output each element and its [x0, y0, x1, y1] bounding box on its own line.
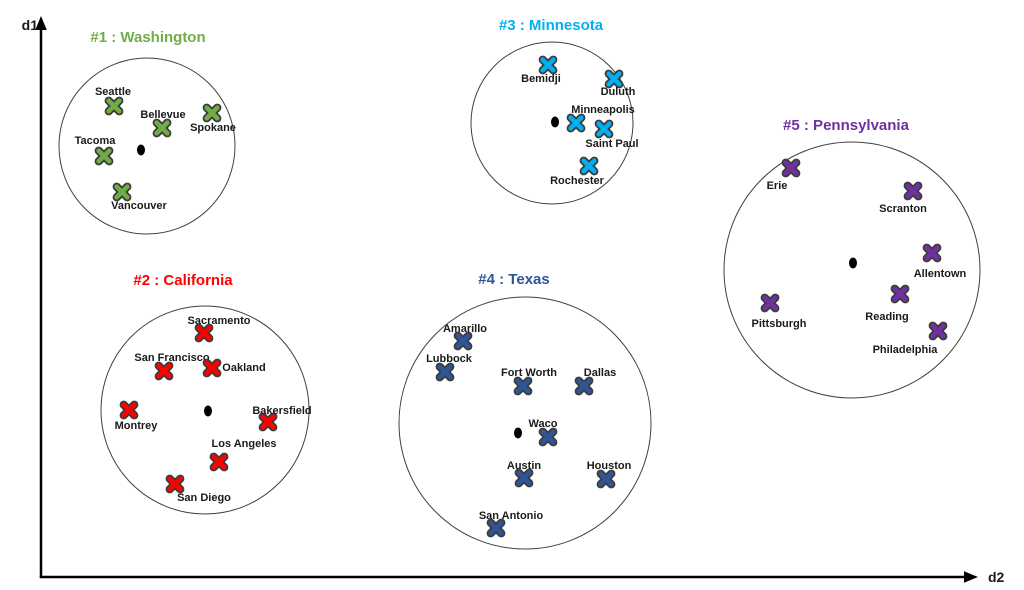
city-label: Lubbock — [426, 353, 473, 365]
y-axis-arrowhead — [35, 16, 47, 30]
city-marker — [576, 378, 592, 394]
city-label: San Antonio — [479, 510, 544, 522]
city-label: Allentown — [914, 268, 967, 280]
city-label: Bellevue — [140, 109, 185, 121]
city-label: Dallas — [584, 367, 616, 379]
city-label: Los Angeles — [212, 438, 277, 450]
centroid-california — [204, 405, 212, 417]
city-label: Erie — [767, 180, 788, 192]
cluster-title-california: #2 : California — [133, 272, 233, 289]
city-marker — [156, 363, 172, 379]
city-marker — [598, 471, 614, 487]
cluster-title-texas: #4 : Texas — [478, 271, 549, 288]
cluster-title-minnesota: #3 : Minnesota — [499, 17, 604, 34]
city-label: Oakland — [222, 362, 265, 374]
city-marker — [568, 115, 584, 131]
city-marker — [455, 333, 471, 349]
city-label: Montrey — [115, 420, 159, 432]
x-axis-label: d2 — [988, 569, 1005, 585]
city-marker — [211, 454, 227, 470]
city-marker — [167, 476, 183, 492]
city-marker — [515, 378, 531, 394]
cluster-circle-pennsylvania — [723, 141, 981, 399]
x-axis-arrowhead — [964, 571, 978, 583]
city-label: Scranton — [879, 203, 927, 215]
city-marker — [488, 520, 504, 536]
y-axis-label: d1 — [21, 17, 38, 33]
city-label: Seattle — [95, 86, 131, 98]
centroid-washington — [137, 144, 145, 156]
city-label: Tacoma — [75, 135, 117, 147]
city-marker — [596, 121, 612, 137]
city-marker — [783, 160, 799, 176]
city-label: San Francisco — [134, 352, 209, 364]
city-marker — [196, 325, 212, 341]
city-label: Bemidji — [521, 73, 561, 85]
city-marker — [892, 286, 908, 302]
city-label: Austin — [507, 460, 542, 472]
city-label: Pittsburgh — [752, 318, 807, 330]
city-marker — [106, 98, 122, 114]
cluster-circle-texas — [398, 296, 652, 550]
city-marker — [204, 360, 220, 376]
centroid-texas — [514, 427, 522, 439]
cluster-circle-washington — [58, 57, 236, 235]
city-marker — [924, 245, 940, 261]
centroid-pennsylvania — [849, 257, 857, 269]
city-marker — [516, 470, 532, 486]
centroid-minnesota — [551, 116, 559, 128]
city-label: Saint Paul — [585, 138, 638, 150]
city-label: Sacramento — [188, 315, 251, 327]
cluster-circle-minnesota — [470, 41, 634, 205]
city-label: Philadelphia — [873, 344, 939, 356]
city-label: Amarillo — [443, 323, 487, 335]
city-label: Bakersfield — [252, 405, 311, 417]
cluster-circle-california — [100, 305, 310, 515]
city-marker — [762, 295, 778, 311]
city-marker — [260, 414, 276, 430]
city-label: Vancouver — [111, 200, 167, 212]
city-marker — [437, 364, 453, 380]
cluster-title-pennsylvania: #5 : Pennsylvania — [783, 117, 910, 134]
city-label: Rochester — [550, 175, 605, 187]
city-label: Spokane — [190, 122, 236, 134]
city-label: Fort Worth — [501, 367, 557, 379]
city-marker — [540, 429, 556, 445]
city-label: San Diego — [177, 492, 231, 504]
city-label: Minneapolis — [571, 104, 635, 116]
city-marker — [606, 71, 622, 87]
cluster-title-washington: #1 : Washington — [90, 29, 205, 46]
city-marker — [114, 184, 130, 200]
city-label: Reading — [865, 311, 908, 323]
city-marker — [96, 148, 112, 164]
city-marker — [204, 105, 220, 121]
city-marker — [154, 120, 170, 136]
city-marker — [540, 57, 556, 73]
city-marker — [905, 183, 921, 199]
city-marker — [121, 402, 137, 418]
city-label: Houston — [587, 460, 632, 472]
city-label: Duluth — [601, 86, 636, 98]
city-label: Waco — [529, 418, 558, 430]
city-marker — [930, 323, 946, 339]
city-marker — [581, 158, 597, 174]
